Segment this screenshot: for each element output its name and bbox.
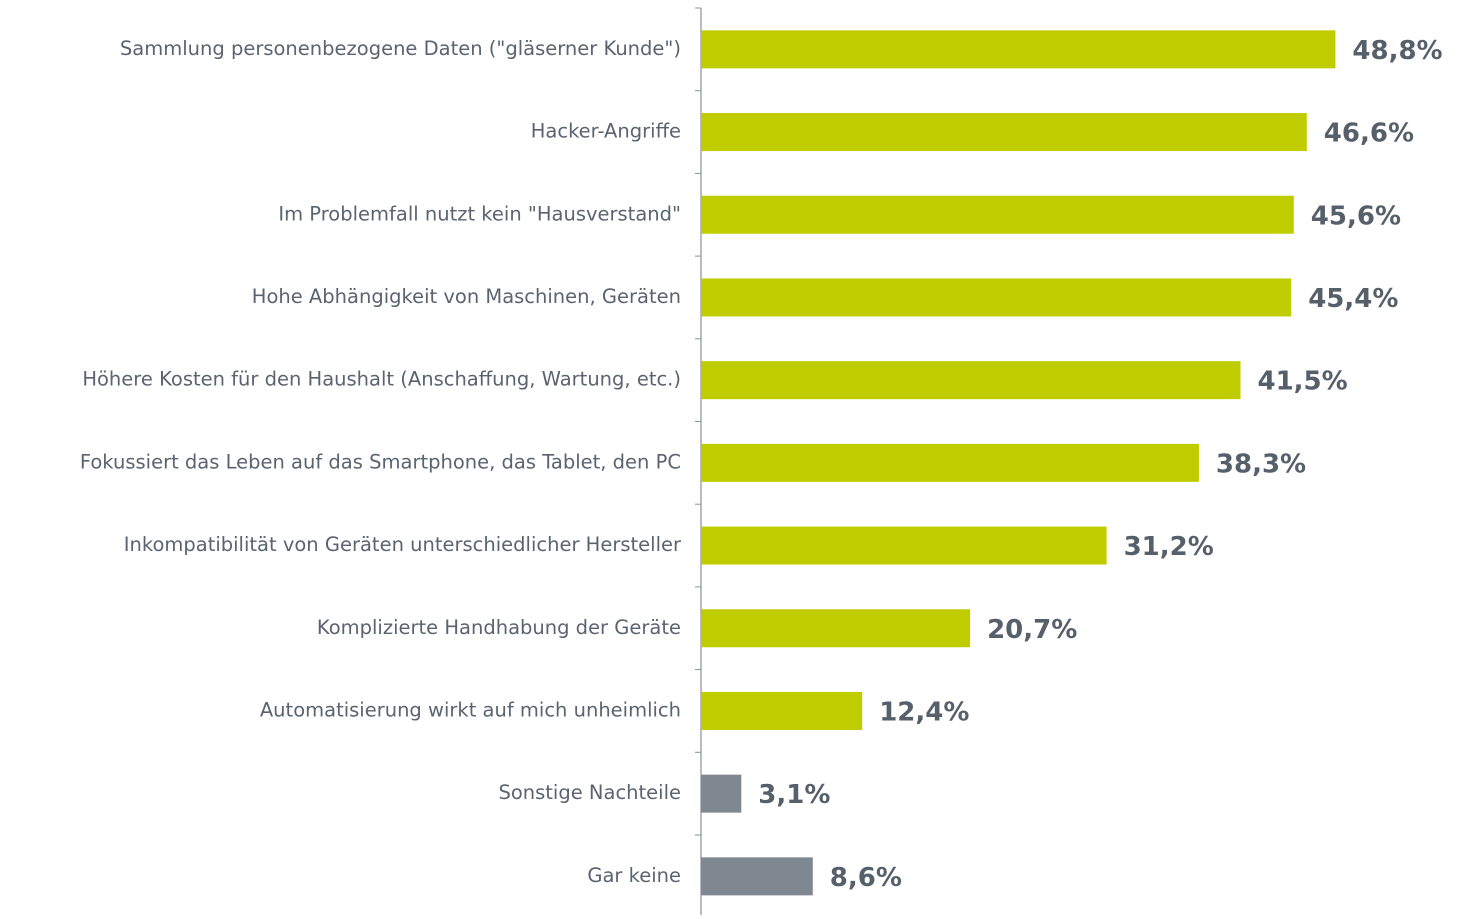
bar (701, 30, 1336, 69)
category-label: Komplizierte Handhabung der Geräte (317, 616, 681, 639)
category-label: Gar keine (587, 864, 681, 887)
value-label: 48,8% (1352, 36, 1442, 66)
value-label: 38,3% (1216, 449, 1306, 479)
bar (701, 361, 1241, 400)
category-label: Fokussiert das Leben auf das Smartphone,… (80, 450, 681, 473)
category-label: Sammlung personenbezogene Daten ("gläser… (120, 37, 681, 60)
bar (701, 278, 1292, 317)
bar (701, 691, 863, 730)
bar (701, 526, 1107, 565)
value-label: 45,4% (1308, 284, 1398, 314)
bar (701, 774, 742, 813)
value-label: 12,4% (879, 697, 969, 727)
category-label: Im Problemfall nutzt kein "Hausverstand" (278, 202, 681, 225)
value-label: 45,6% (1311, 201, 1401, 231)
value-label: 31,2% (1124, 532, 1214, 562)
category-label: Hohe Abhängigkeit von Maschinen, Geräten (252, 285, 681, 308)
category-label: Automatisierung wirkt auf mich unheimlic… (260, 698, 681, 721)
bar (701, 113, 1307, 152)
category-label: Höhere Kosten für den Haushalt (Anschaff… (82, 368, 681, 391)
category-label: Hacker-Angriffe (531, 120, 681, 143)
value-label: 46,6% (1324, 119, 1414, 149)
bar (701, 195, 1294, 234)
category-label: Sonstige Nachteile (498, 781, 681, 804)
bar (701, 443, 1199, 482)
value-label: 3,1% (758, 780, 830, 810)
category-label: Inkompatibilität von Geräten unterschied… (124, 533, 682, 556)
bar (701, 609, 971, 648)
value-label: 41,5% (1258, 367, 1348, 397)
bar (701, 857, 813, 896)
value-label: 8,6% (830, 863, 902, 893)
value-label: 20,7% (987, 615, 1077, 645)
